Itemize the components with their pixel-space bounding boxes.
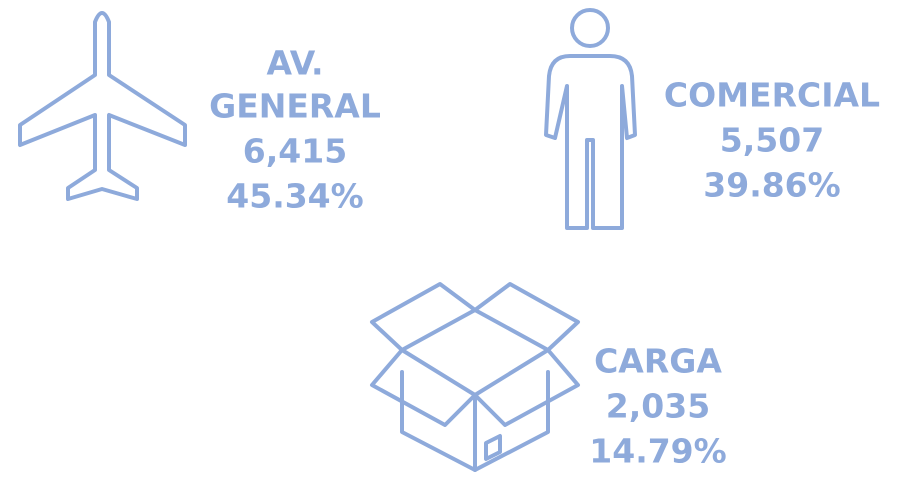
label-line: CARGA	[594, 342, 722, 381]
plane-icon	[18, 11, 187, 201]
label-line: GENERAL	[209, 87, 381, 126]
percent: 39.86%	[703, 166, 840, 205]
box-icon	[370, 282, 580, 472]
value: 6,415	[243, 132, 347, 171]
percent: 45.34%	[226, 177, 363, 216]
person-icon	[544, 8, 637, 230]
percent: 14.79%	[589, 432, 726, 471]
value: 5,507	[720, 121, 824, 160]
label-line: AV.	[266, 44, 323, 83]
value: 2,035	[606, 387, 710, 426]
label-line: COMERCIAL	[664, 76, 880, 115]
